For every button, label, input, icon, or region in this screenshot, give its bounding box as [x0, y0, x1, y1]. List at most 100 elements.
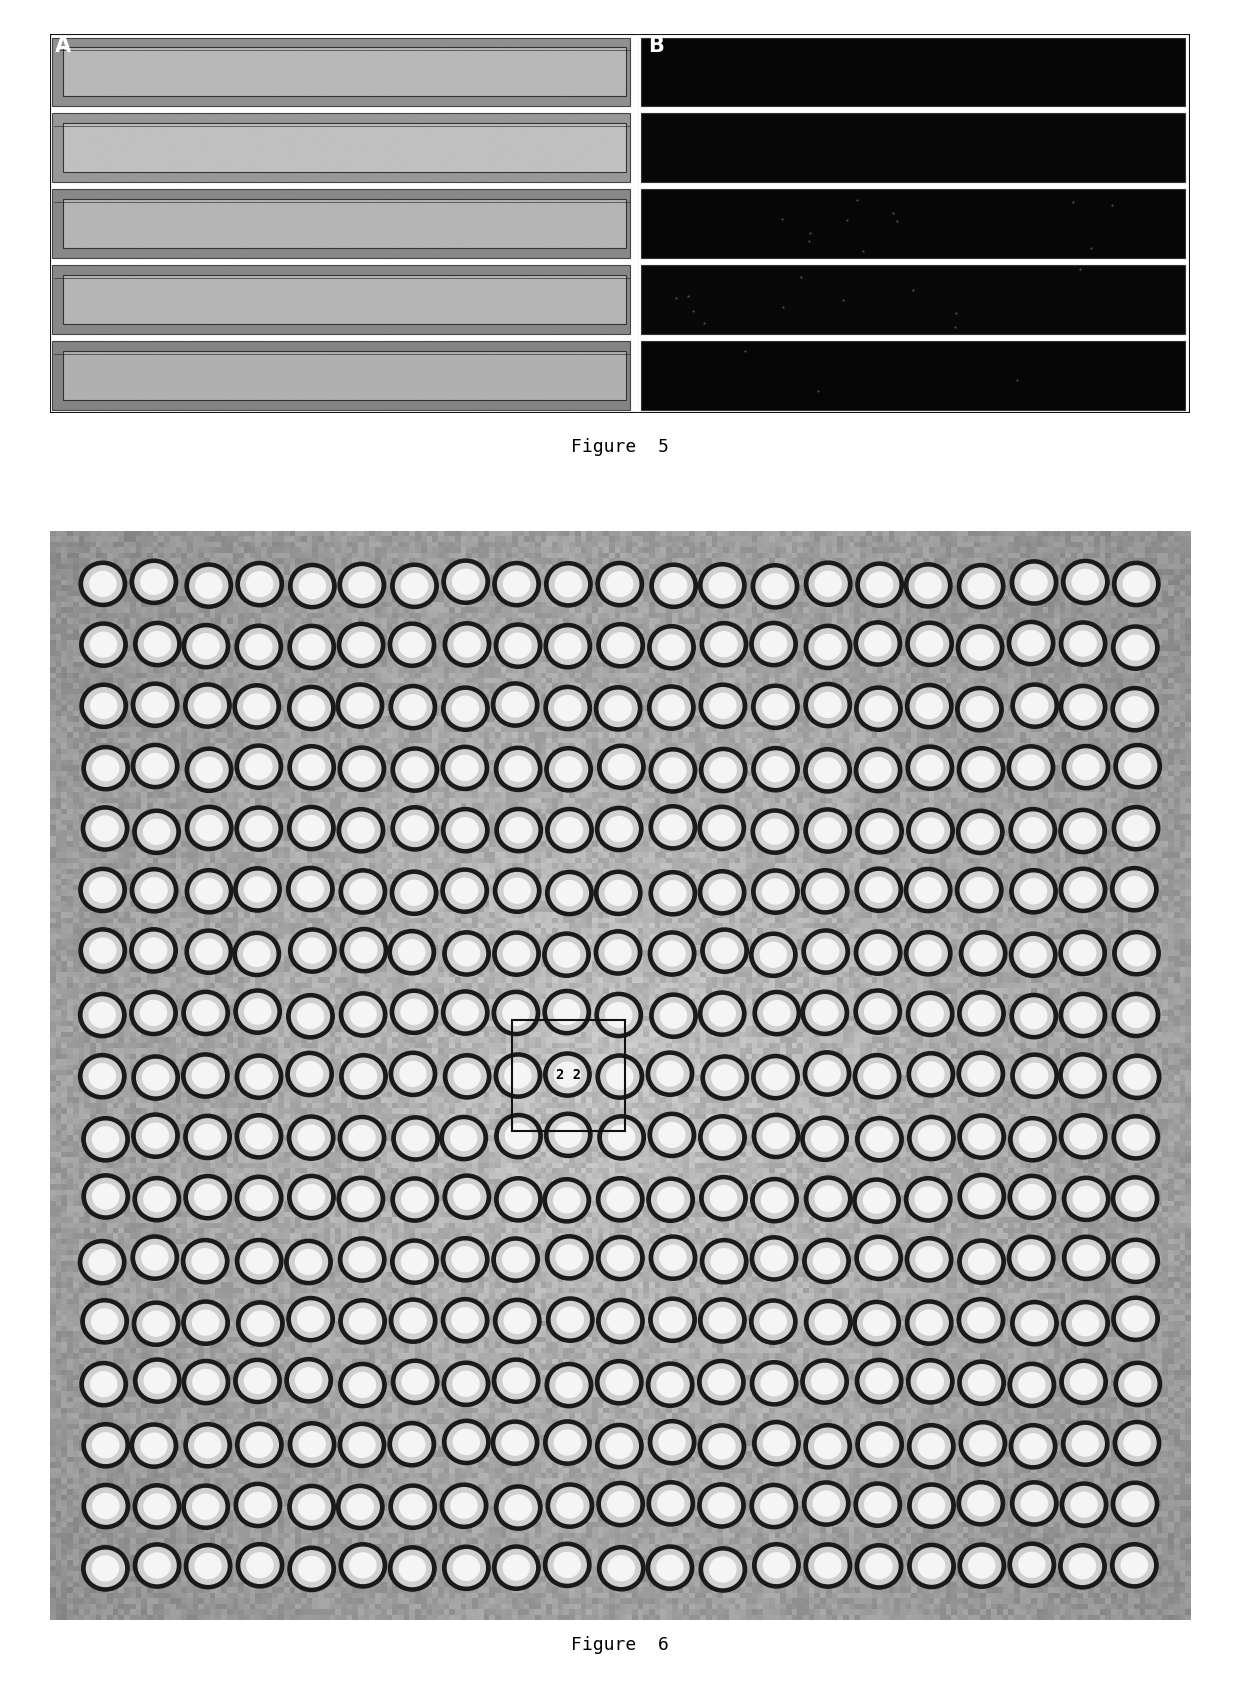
Point	[502, 130, 522, 157]
Point	[122, 167, 141, 194]
Point	[455, 214, 475, 241]
Point	[237, 88, 257, 115]
Point	[353, 341, 373, 368]
Circle shape	[750, 1178, 799, 1223]
Point	[441, 231, 461, 258]
Circle shape	[79, 867, 126, 913]
Point	[339, 358, 358, 385]
Point	[445, 348, 465, 375]
Point	[206, 181, 226, 208]
Point	[60, 140, 79, 167]
Point	[56, 302, 76, 329]
Circle shape	[289, 928, 336, 973]
Circle shape	[661, 1004, 687, 1027]
Point	[374, 71, 394, 98]
Point	[191, 233, 211, 260]
Point	[361, 381, 381, 408]
Point	[361, 385, 381, 412]
Point	[181, 354, 201, 381]
Point	[153, 302, 172, 329]
Point	[78, 42, 98, 69]
Point	[95, 196, 115, 223]
Point	[306, 127, 326, 154]
Point	[330, 113, 350, 140]
Point	[536, 179, 556, 206]
Point	[260, 364, 280, 391]
Point	[419, 373, 439, 400]
Point	[301, 278, 321, 305]
Point	[327, 78, 347, 105]
Point	[580, 135, 600, 162]
Point	[232, 218, 252, 245]
Circle shape	[556, 1373, 582, 1397]
Circle shape	[801, 869, 849, 914]
Point	[103, 295, 123, 322]
Point	[424, 91, 444, 118]
Point	[202, 329, 222, 356]
Point	[559, 103, 579, 130]
Point	[611, 329, 631, 356]
Point	[205, 348, 224, 375]
Point	[236, 157, 255, 184]
Point	[392, 386, 412, 413]
Point	[490, 300, 510, 327]
Point	[77, 331, 97, 358]
Point	[548, 167, 568, 194]
Point	[92, 206, 112, 233]
Circle shape	[497, 936, 536, 972]
Point	[283, 346, 303, 373]
Point	[560, 299, 580, 326]
Point	[262, 25, 281, 52]
Point	[277, 346, 296, 373]
Point	[250, 261, 270, 288]
Circle shape	[911, 1056, 950, 1093]
Point	[438, 332, 458, 359]
Point	[393, 263, 413, 290]
Point	[294, 46, 314, 73]
Point	[326, 152, 346, 179]
Point	[506, 142, 526, 169]
Point	[227, 30, 247, 57]
Point	[210, 64, 229, 91]
Point	[151, 265, 171, 292]
Point	[529, 154, 549, 181]
Circle shape	[811, 1127, 838, 1151]
Point	[590, 361, 610, 388]
Point	[424, 342, 444, 369]
Point	[181, 278, 201, 305]
Circle shape	[497, 567, 536, 602]
Point	[432, 154, 451, 181]
Point	[579, 40, 599, 67]
Point	[188, 132, 208, 159]
Point	[451, 258, 471, 285]
Point	[562, 361, 582, 388]
Point	[341, 292, 361, 319]
Point	[564, 46, 584, 73]
Point	[564, 167, 584, 194]
Point	[169, 214, 188, 241]
Point	[513, 214, 533, 241]
Point	[589, 181, 609, 208]
Point	[268, 312, 288, 339]
Point	[81, 317, 100, 344]
Point	[95, 192, 115, 219]
Point	[274, 315, 294, 342]
Point	[244, 395, 264, 422]
Point	[233, 356, 253, 383]
Point	[484, 393, 503, 420]
Point	[265, 224, 285, 251]
Circle shape	[497, 1363, 536, 1399]
Circle shape	[195, 693, 221, 719]
Point	[335, 25, 355, 52]
Point	[352, 209, 372, 236]
Point	[136, 386, 156, 413]
Point	[516, 167, 536, 194]
Point	[502, 371, 522, 398]
Point	[366, 140, 386, 167]
Point	[512, 184, 532, 211]
Point	[520, 364, 539, 391]
Point	[247, 106, 267, 133]
Point	[97, 260, 117, 287]
Point	[384, 231, 404, 258]
Circle shape	[1022, 1311, 1048, 1336]
